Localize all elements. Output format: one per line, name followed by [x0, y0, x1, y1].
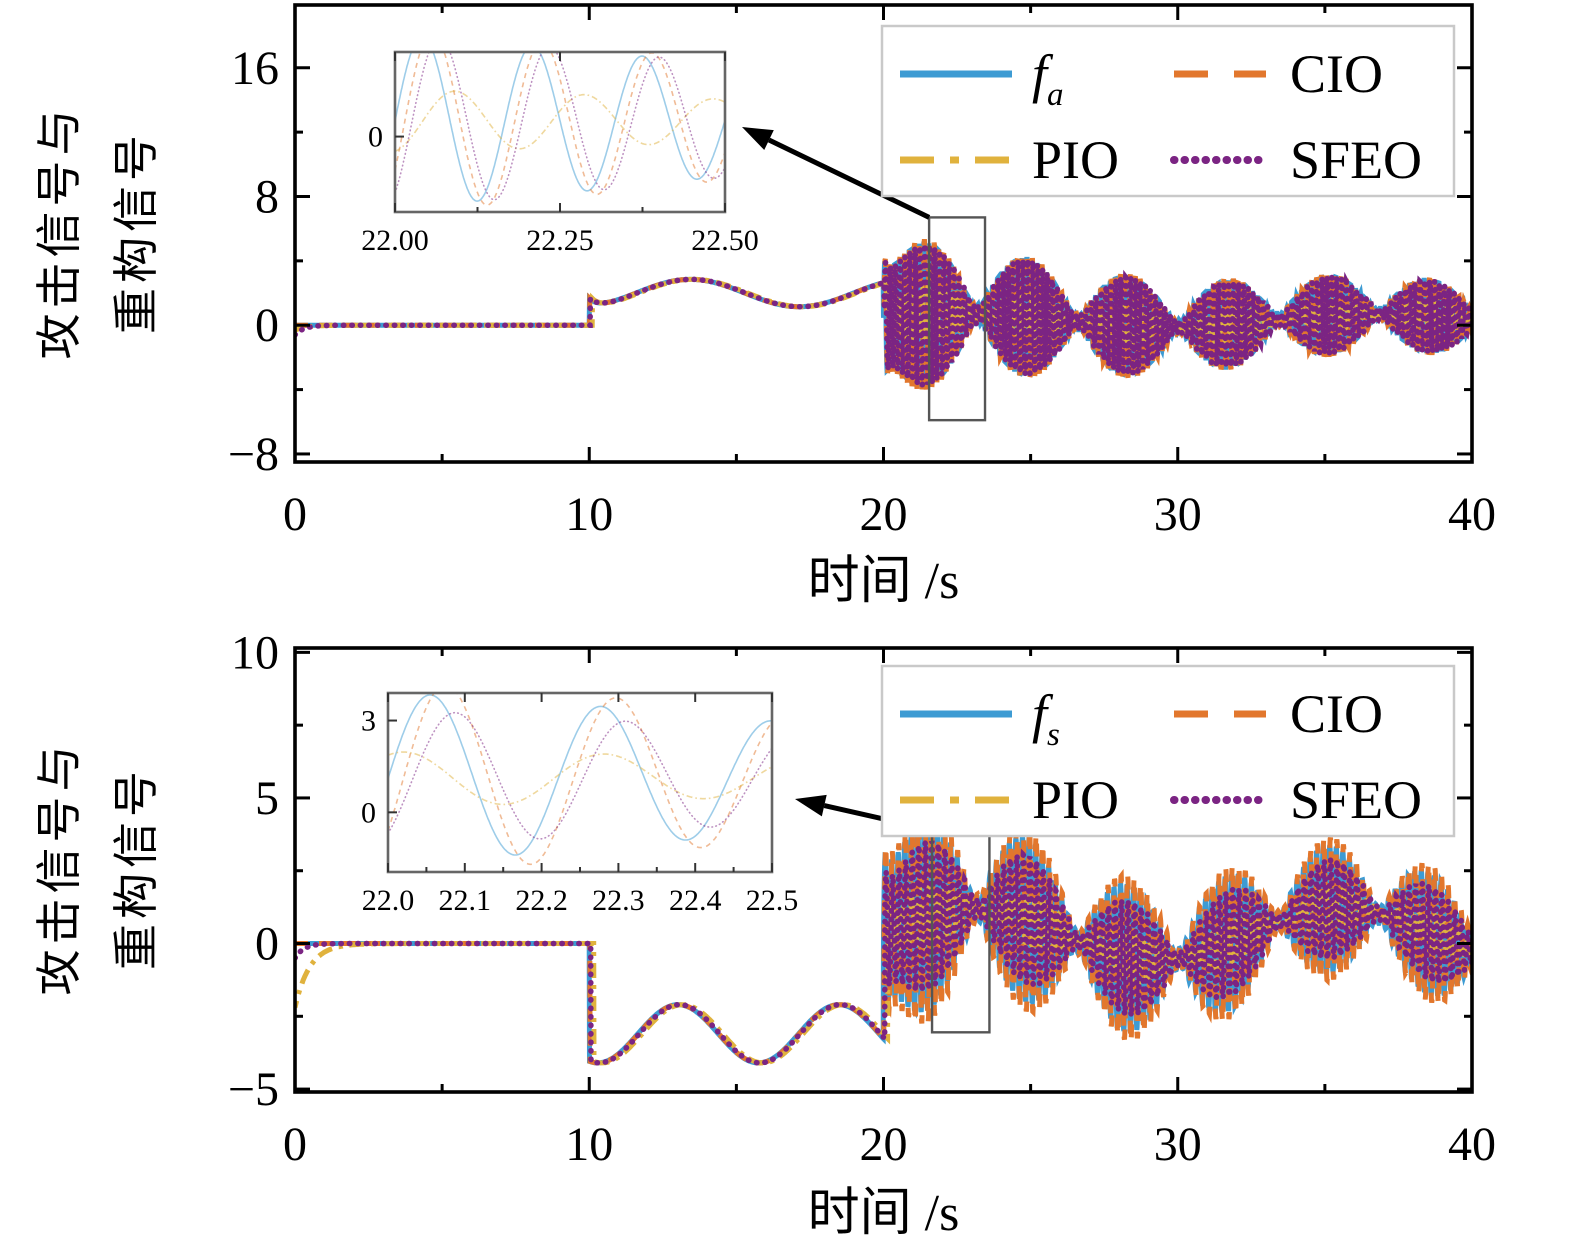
x-tick-label: 20: [860, 1118, 908, 1171]
legend-item-fs: fs: [900, 684, 1060, 753]
legend-item-fa: fa: [900, 44, 1064, 113]
inset-x-tick-label: 22.1: [439, 884, 492, 917]
inset-ticks: [394, 52, 726, 212]
inset-background: [388, 693, 772, 872]
legend-item-sfeo: SFEO: [1170, 770, 1422, 830]
legend-item-cio: CIO: [1174, 44, 1383, 104]
inset-x-tick-label: 22.4: [669, 884, 722, 917]
inset-axes: 22.00 22.25 22.50 0: [361, 50, 759, 257]
inset-y-tick-label: 3: [361, 705, 376, 738]
zoom-rect: [927, 216, 987, 422]
axis-ticks: [293, 648, 1474, 1092]
inset-series-group: [395, 52, 725, 206]
legend-item-pio: PIO: [900, 770, 1119, 830]
y-axis-label-line1: 攻击信号与: [34, 105, 85, 360]
y-tick-label: −8: [228, 428, 279, 481]
inset-y-tick-label: 0: [368, 121, 383, 154]
y-tick-label: 10: [231, 626, 279, 679]
legend-item-pio: PIO: [900, 130, 1119, 190]
y-axis-label-line1: 攻击信号与: [34, 741, 85, 996]
inset-series-path-CIO: [388, 693, 772, 866]
legend-frame: [880, 664, 1456, 838]
legend-label: CIO: [1290, 684, 1383, 744]
y-tick-label: 0: [255, 918, 279, 971]
legend-frame: [880, 24, 1456, 198]
legend-label: PIO: [1032, 130, 1119, 190]
zoom-arrow-head: [742, 127, 774, 150]
zoom-arrow-head: [795, 794, 827, 817]
inset-series-path-f_a: [395, 52, 725, 202]
inset-ticks: [387, 693, 773, 872]
x-axis-label: 时间 /s: [808, 1185, 960, 1242]
inset-x-tick-label: 22.00: [361, 224, 429, 257]
y-tick-label: 5: [255, 772, 279, 825]
y-tick-label: 0: [255, 299, 279, 352]
legend-label: SFEO: [1290, 130, 1422, 190]
y-tick-label: −5: [228, 1063, 279, 1116]
x-tick-label: 40: [1448, 1118, 1496, 1171]
series-group: [295, 236, 1472, 391]
inset-x-tick-label: 22.3: [592, 884, 645, 917]
y-axis-label-line2: 重构信号: [111, 130, 162, 334]
series-group: [295, 808, 1472, 1066]
y-tick-label: 8: [255, 170, 279, 223]
inset-y-tick-label: 0: [361, 796, 376, 829]
x-tick-label: 10: [565, 1118, 613, 1171]
x-tick-label: 40: [1448, 488, 1496, 541]
inset-x-tick-label: 22.5: [746, 884, 799, 917]
legend-item-cio: CIO: [1174, 684, 1383, 744]
x-tick-label: 10: [565, 488, 613, 541]
legend-label: SFEO: [1290, 770, 1422, 830]
inset-series-path-PIO: [395, 90, 725, 153]
y-tick-label: 16: [231, 42, 279, 95]
inset-background: [395, 52, 725, 212]
x-axis-label: 时间 /s: [808, 553, 960, 610]
axis-ticks: [293, 5, 1474, 462]
x-tick-label: 30: [1154, 488, 1202, 541]
legend-label: PIO: [1032, 770, 1119, 830]
inset-series-group: [388, 693, 772, 866]
series-path-SFEO: [295, 236, 1472, 391]
inset-series-path-PIO: [388, 751, 772, 806]
x-tick-label: 0: [283, 1118, 307, 1171]
zoom-arrow-line: [767, 137, 931, 220]
legend-label: CIO: [1290, 44, 1383, 104]
series-path-SFEO: [295, 839, 1472, 1066]
inset-series-path-CIO: [395, 52, 725, 206]
y-axis-label-line2: 重构信号: [111, 766, 162, 970]
x-tick-label: 0: [283, 488, 307, 541]
x-tick-label: 20: [860, 488, 908, 541]
inset-x-tick-label: 22.50: [691, 224, 759, 257]
legend-item-sfeo: SFEO: [1170, 130, 1422, 190]
inset-x-tick-label: 22.25: [526, 224, 594, 257]
inset-x-tick-label: 22.0: [362, 884, 415, 917]
legend-box: fa CIO PIO SFEO: [880, 24, 1456, 198]
legend-box: fs CIO PIO SFEO: [880, 664, 1456, 838]
x-tick-label: 30: [1154, 1118, 1202, 1171]
inset-x-tick-label: 22.2: [515, 884, 568, 917]
inset-axes: 22.0 22.1 22.2 22.3 22.4 22.5 3 0: [361, 691, 799, 917]
inset-series-path-f_s: [388, 694, 772, 856]
inset-series-path-SFEO: [388, 711, 772, 840]
